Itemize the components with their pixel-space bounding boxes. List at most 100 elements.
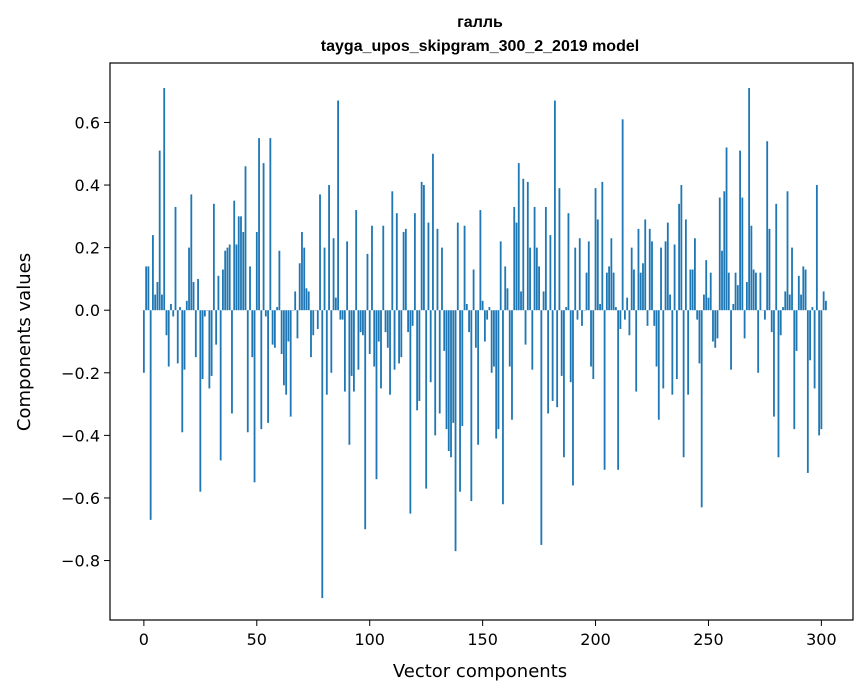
bar — [280, 310, 283, 355]
bar — [721, 250, 723, 311]
bar — [734, 272, 737, 311]
bar — [282, 310, 285, 386]
bar — [242, 231, 245, 311]
bar — [784, 291, 787, 311]
bar — [425, 310, 428, 489]
bar — [481, 300, 484, 311]
bar — [233, 200, 236, 311]
bar — [337, 100, 339, 311]
bar — [793, 310, 796, 430]
bar — [470, 310, 473, 502]
bar — [682, 310, 685, 458]
bar — [188, 247, 190, 311]
bar — [754, 272, 757, 311]
bar — [626, 297, 629, 311]
x-axis-label: Vector components — [393, 661, 567, 682]
bar — [323, 247, 326, 311]
bar — [590, 310, 592, 367]
bar — [506, 288, 509, 311]
bar — [468, 310, 470, 333]
bar — [174, 206, 177, 311]
bar — [228, 244, 231, 311]
bar — [520, 291, 522, 311]
bar — [825, 300, 827, 311]
bar — [147, 266, 150, 311]
x-tick-label: 100 — [354, 630, 385, 649]
bar — [675, 310, 678, 380]
bar — [398, 310, 400, 364]
bar — [727, 272, 730, 311]
bar — [678, 203, 681, 311]
bar — [474, 310, 477, 348]
bar — [479, 210, 482, 311]
bar — [813, 310, 816, 389]
bar — [145, 266, 148, 311]
bar — [707, 297, 710, 311]
bar — [321, 310, 324, 599]
bar — [768, 228, 771, 311]
bar — [348, 310, 351, 445]
bar — [703, 294, 705, 311]
bar — [183, 310, 186, 370]
x-tick-label: 300 — [806, 630, 837, 649]
bar — [278, 250, 281, 311]
bar — [443, 310, 446, 351]
bar — [246, 310, 249, 433]
bar — [264, 310, 267, 317]
bar — [276, 307, 279, 311]
bar — [499, 241, 502, 311]
bar — [271, 310, 274, 345]
bar — [612, 272, 615, 311]
bar — [804, 269, 807, 311]
bar — [497, 310, 500, 430]
bar — [368, 310, 371, 355]
bar — [718, 197, 721, 311]
bar — [549, 235, 552, 311]
bar — [732, 303, 735, 311]
bar — [698, 310, 701, 364]
bar — [429, 310, 432, 383]
bar — [576, 310, 579, 320]
bar — [325, 310, 328, 395]
bar — [413, 213, 416, 311]
bar — [535, 247, 538, 311]
bar — [716, 310, 719, 339]
bar — [158, 150, 161, 311]
bar — [730, 310, 732, 370]
bar — [416, 310, 419, 411]
bar — [364, 310, 367, 530]
bar — [664, 241, 667, 311]
bar — [791, 247, 793, 311]
bar — [199, 310, 202, 492]
bar — [540, 310, 543, 545]
bar — [307, 291, 310, 311]
bar — [359, 310, 362, 333]
bar — [565, 307, 568, 311]
bar — [339, 310, 342, 320]
bar — [786, 191, 789, 311]
bar — [296, 310, 299, 339]
bar — [818, 310, 821, 436]
bar — [343, 310, 346, 392]
bar — [820, 310, 823, 430]
bar — [806, 310, 809, 473]
bar — [149, 310, 152, 520]
bar — [310, 310, 312, 358]
plot-area-frame — [109, 62, 854, 621]
bar — [235, 244, 238, 311]
bar — [750, 225, 753, 311]
bar — [739, 150, 741, 311]
bar — [273, 310, 276, 348]
bar — [691, 269, 694, 311]
bar — [312, 310, 315, 336]
bar — [167, 310, 170, 367]
y-tick-label: 0.0 — [75, 301, 100, 320]
bar — [689, 269, 692, 311]
x-tick-label: 250 — [693, 630, 724, 649]
y-axis-label: Components values — [14, 253, 35, 431]
bar — [224, 250, 227, 311]
bar — [644, 219, 647, 311]
bar — [673, 244, 676, 311]
bar — [775, 203, 778, 311]
bar — [477, 310, 480, 445]
